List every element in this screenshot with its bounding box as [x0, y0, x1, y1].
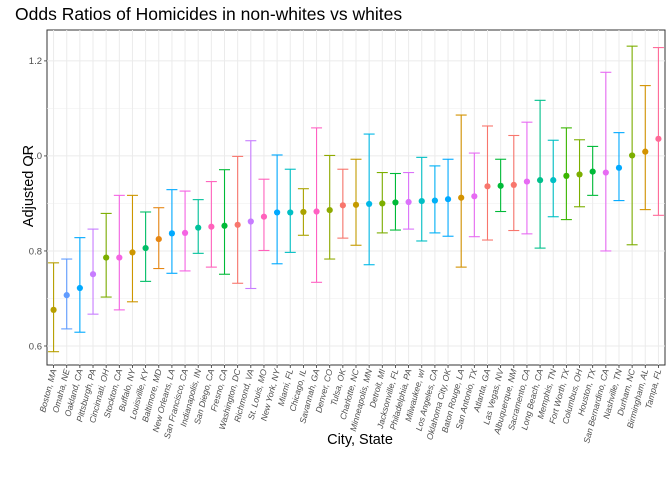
y-tick-label: 0.6	[29, 341, 42, 352]
data-point	[260, 213, 268, 220]
data-point	[497, 182, 504, 189]
data-point	[615, 164, 623, 171]
y-tick-label: 1.0	[29, 151, 42, 162]
y-tick-label: 1.2	[29, 56, 42, 67]
data-point	[458, 194, 465, 201]
data-point	[208, 223, 215, 230]
error-bar	[232, 155, 244, 284]
data-point	[366, 200, 373, 208]
error-bar	[600, 71, 612, 252]
data-point	[444, 196, 452, 203]
data-point	[484, 183, 491, 190]
data-point	[642, 148, 649, 155]
data-point	[326, 206, 333, 214]
error-bar	[455, 114, 467, 268]
chart-title: Odds Ratios of Homicides in non-whites v…	[15, 4, 402, 24]
data-point	[168, 230, 176, 237]
error-bar	[245, 140, 257, 290]
data-point	[405, 198, 412, 206]
error-bar	[521, 121, 533, 235]
data-point	[313, 208, 320, 215]
data-point	[287, 209, 294, 216]
data-point	[392, 199, 399, 206]
data-point	[76, 284, 83, 292]
x-axis-title: City, State	[327, 432, 393, 448]
data-point	[247, 218, 254, 225]
data-point	[103, 254, 110, 261]
data-point	[50, 306, 57, 313]
data-point	[550, 177, 557, 184]
error-bar	[219, 169, 231, 275]
data-point	[523, 178, 531, 185]
data-points	[50, 135, 662, 313]
data-point	[195, 224, 202, 231]
data-point	[274, 209, 281, 216]
data-point	[589, 168, 596, 175]
error-bar	[311, 127, 323, 283]
data-point	[536, 177, 544, 184]
data-point	[602, 169, 609, 176]
error-bar	[481, 125, 493, 241]
error-bar	[626, 45, 638, 246]
error-bar	[363, 133, 375, 266]
data-point	[89, 271, 97, 278]
data-point	[471, 193, 478, 200]
data-point	[129, 249, 136, 256]
error-bar	[652, 47, 664, 216]
data-point	[379, 200, 386, 207]
data-point	[431, 197, 438, 204]
data-point	[563, 172, 570, 179]
data-point	[221, 222, 228, 229]
data-point	[629, 152, 636, 159]
data-point	[655, 135, 662, 142]
data-point	[352, 201, 360, 208]
error-bar	[639, 85, 651, 211]
data-point	[63, 292, 70, 299]
data-point	[339, 202, 346, 209]
data-point	[576, 171, 583, 178]
data-point	[181, 229, 189, 237]
data-point	[155, 235, 162, 243]
y-axis-title: Adjusted OR	[21, 145, 37, 227]
error-bar	[534, 99, 546, 249]
data-point	[510, 181, 517, 189]
data-point	[234, 221, 241, 228]
error-bar	[126, 194, 138, 303]
y-tick-label: 0.8	[29, 246, 42, 257]
error-bar	[113, 194, 125, 311]
data-point	[300, 208, 307, 216]
data-point	[418, 197, 425, 205]
data-point	[142, 245, 149, 252]
y-axis-ticks: 0.6 0.8 1.0 1.2	[29, 56, 47, 352]
data-point	[116, 254, 123, 261]
